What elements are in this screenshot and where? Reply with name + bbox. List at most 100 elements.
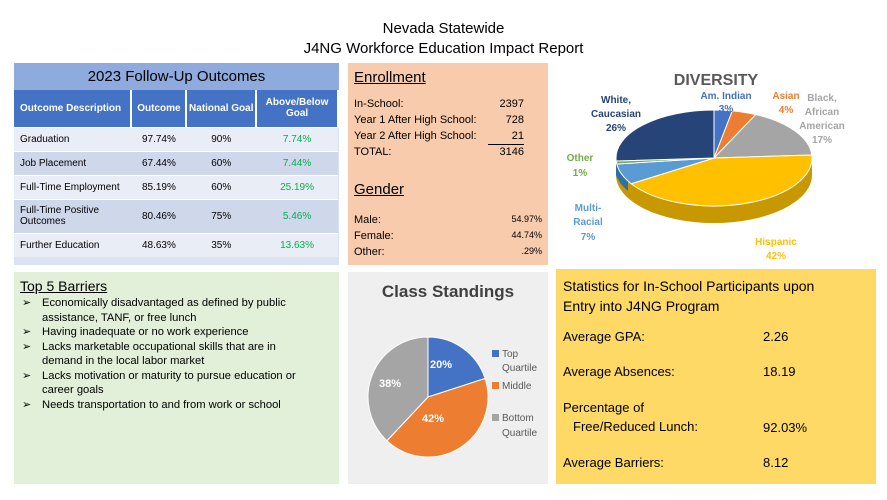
diff-value: 25.19% bbox=[256, 174, 338, 199]
diversity-chart: DIVERSITY Am. Indian 3% Asian 4% Black, … bbox=[556, 63, 876, 265]
goal-value: 60% bbox=[186, 174, 257, 199]
label-black-2: African bbox=[805, 107, 839, 118]
barrier-text: Needs transportation to and from work or… bbox=[42, 398, 281, 411]
stat-value: 2.26 bbox=[763, 329, 789, 344]
outcome-desc: Graduation bbox=[14, 126, 132, 151]
gender-row: Other: .29% bbox=[354, 246, 542, 258]
class-standings-panel: Class Standings 20% 42% 38% Top Quartile… bbox=[348, 272, 548, 484]
barrier-item: ➢ Lacks marketable occupational skills t… bbox=[20, 340, 333, 369]
enrollment-label: Year 2 After High School: bbox=[354, 130, 477, 142]
barriers-list: ➢ Economically disadvantaged as defined … bbox=[20, 296, 333, 412]
goal-value: 35% bbox=[186, 232, 257, 257]
barrier-text: Having inadequate or no work experience bbox=[42, 326, 249, 338]
gender-value: 54.97% bbox=[511, 214, 542, 224]
barrier-item: ➢ Economically disadvantaged as defined … bbox=[20, 296, 333, 325]
stat-absences: Average Absences: 18.19 bbox=[563, 364, 863, 379]
outcome-value: 85.19% bbox=[131, 174, 187, 199]
label-am-indian-pct: 3% bbox=[719, 104, 734, 115]
barrier-item: ➢ Needs transportation to and from work … bbox=[20, 398, 333, 413]
total-underline bbox=[488, 144, 524, 145]
statistics-title-line1: Statistics for In-School Participants up… bbox=[563, 278, 815, 294]
legend-bottom: Bottom bbox=[502, 413, 534, 424]
slice-label-middle: 42% bbox=[422, 413, 444, 425]
diff-value: 7.74% bbox=[256, 126, 338, 151]
label-black-pct: 17% bbox=[812, 135, 832, 146]
label-black-3: American bbox=[799, 121, 845, 132]
enrollment-label: In-School: bbox=[354, 98, 404, 110]
gender-value: .29% bbox=[521, 246, 542, 256]
stat-label: Average Barriers: bbox=[563, 455, 664, 470]
outcome-value: 48.63% bbox=[131, 232, 187, 257]
label-multi-pct: 7% bbox=[581, 232, 596, 243]
outcome-desc: Full-Time Positive Outcomes bbox=[14, 198, 132, 233]
outcome-value: 97.74% bbox=[131, 126, 187, 151]
stat-label-cont: Free/Reduced Lunch: bbox=[573, 419, 699, 434]
label-hispanic-pct: 42% bbox=[766, 251, 786, 262]
slice-label-top: 20% bbox=[430, 359, 452, 371]
arrow-bullet-icon: ➢ bbox=[22, 297, 32, 309]
label-other-pct: 1% bbox=[573, 168, 588, 179]
gender-row: Male: 54.97% bbox=[354, 214, 542, 226]
stat-gpa: Average GPA: 2.26 bbox=[563, 329, 863, 344]
label-am-indian: Am. Indian bbox=[700, 91, 751, 102]
enrollment-row: TOTAL: 3146 bbox=[354, 146, 524, 158]
gender-value: 44.74% bbox=[511, 230, 542, 240]
gender-title: Gender bbox=[354, 181, 405, 198]
barrier-text: Lacks motivation or maturity to pursue e… bbox=[42, 369, 296, 382]
diversity-title: DIVERSITY bbox=[674, 72, 759, 89]
col-header-outcome: Outcome bbox=[131, 90, 188, 127]
table-row: Full-Time Positive Outcomes 80.46% 75% 5… bbox=[14, 198, 338, 233]
label-multi-2: Racial bbox=[573, 217, 603, 228]
label-hispanic: Hispanic bbox=[755, 237, 797, 248]
class-pie-svg: 20% 42% 38% Top Quartile Middle Bottom Q… bbox=[367, 336, 537, 458]
enrollment-value: 3146 bbox=[499, 146, 524, 158]
outcome-desc: Full-Time Employment bbox=[14, 174, 132, 199]
stat-label: Average Absences: bbox=[563, 364, 675, 379]
goal-value: 90% bbox=[186, 126, 257, 151]
arrow-bullet-icon: ➢ bbox=[22, 340, 32, 353]
legend-swatch-top bbox=[492, 350, 499, 357]
barrier-text: Economically disadvantaged as defined by… bbox=[42, 297, 286, 309]
gender-label: Other: bbox=[354, 246, 385, 258]
stat-value: 92.03% bbox=[763, 420, 808, 435]
class-slice-bottom-quartile bbox=[367, 336, 429, 442]
stat-label: Percentage of bbox=[563, 400, 644, 415]
col-header-description: Outcome Description bbox=[14, 90, 133, 127]
arrow-bullet-icon: ➢ bbox=[22, 398, 32, 411]
class-slices bbox=[367, 336, 489, 458]
statistics-title: Statistics for In-School Participants up… bbox=[563, 276, 863, 316]
stat-label: Average GPA: bbox=[563, 329, 645, 344]
barriers-panel: Top 5 Barriers ➢ Economically disadvanta… bbox=[14, 272, 339, 484]
stat-value: 8.12 bbox=[763, 455, 789, 470]
outcome-value: 67.44% bbox=[131, 150, 187, 175]
diversity-slice-white-caucasian bbox=[615, 109, 715, 162]
statistics-panel: Statistics for In-School Participants up… bbox=[556, 269, 876, 484]
stat-lunch: Percentage of Free/Reduced Lunch: 92.03% bbox=[563, 400, 863, 439]
col-header-national-goal: National Goal bbox=[186, 90, 258, 127]
enrollment-row: Year 1 After High School: 728 bbox=[354, 114, 524, 126]
statistics-title-line2: Entry into J4NG Program bbox=[563, 298, 720, 314]
legend-top: Top bbox=[502, 349, 519, 360]
outcomes-title: 2023 Follow-Up Outcomes bbox=[14, 63, 339, 90]
enrollment-value: 2397 bbox=[499, 98, 524, 110]
label-other: Other bbox=[567, 153, 594, 164]
outcome-value: 80.46% bbox=[131, 198, 187, 233]
outcome-desc: Further Education bbox=[14, 232, 132, 257]
table-row: Further Education 48.63% 35% 13.63% bbox=[14, 232, 338, 257]
enrollment-label: TOTAL: bbox=[354, 146, 392, 158]
arrow-bullet-icon: ➢ bbox=[22, 369, 32, 382]
gender-row: Female: 44.74% bbox=[354, 230, 542, 242]
label-asian: Asian bbox=[772, 91, 799, 102]
enrollment-row: In-School: 2397 bbox=[354, 98, 524, 110]
label-asian-pct: 4% bbox=[779, 105, 794, 116]
table-row: Full-Time Employment 85.19% 60% 25.19% bbox=[14, 174, 338, 199]
barrier-item: ➢ Lacks motivation or maturity to pursue… bbox=[20, 369, 333, 398]
enrollment-panel: Enrollment In-School: 2397 Year 1 After … bbox=[348, 63, 548, 265]
barrier-text-cont: career goals bbox=[42, 384, 104, 396]
enrollment-title: Enrollment bbox=[354, 69, 426, 86]
diff-value: 13.63% bbox=[256, 232, 338, 257]
col-header-above-below: Above/Below Goal bbox=[256, 90, 339, 127]
enrollment-label: Year 1 After High School: bbox=[354, 114, 477, 126]
label-multi: Multi- bbox=[575, 203, 602, 214]
legend-swatch-middle bbox=[492, 382, 499, 389]
